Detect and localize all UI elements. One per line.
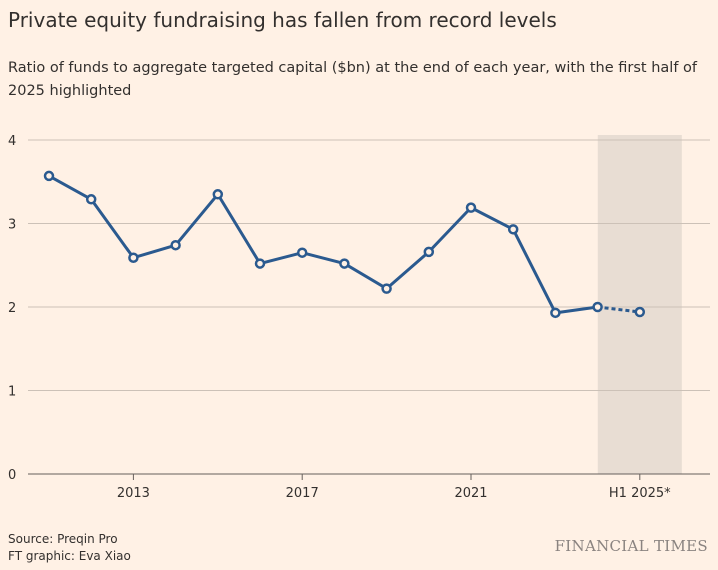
y-tick-label: 3 xyxy=(8,218,16,233)
data-point xyxy=(254,258,266,269)
x-tick-label: 2021 xyxy=(454,486,487,501)
data-point xyxy=(634,306,646,318)
series-line-dashed xyxy=(597,305,640,314)
data-point xyxy=(296,247,308,258)
chart-subtitle: Ratio of funds to aggregate targeted cap… xyxy=(8,60,698,99)
data-point xyxy=(170,239,181,251)
line-chart: 0 1 2 3 4 2013 2017 2021 H1 2025* xyxy=(8,134,710,501)
y-tick-label: 1 xyxy=(8,385,16,400)
chart-title: Private equity fundraising has fallen fr… xyxy=(8,8,557,32)
data-point xyxy=(550,307,561,319)
x-tick-label: 2017 xyxy=(286,486,319,501)
data-point xyxy=(507,224,519,235)
data-point xyxy=(212,189,224,200)
ft-logo: FINANCIAL TIMES xyxy=(554,537,708,555)
data-point xyxy=(592,301,603,313)
y-tick-label: 4 xyxy=(8,134,16,149)
y-tick-label: 0 xyxy=(8,468,16,483)
highlight-band xyxy=(597,135,682,474)
y-tick-label: 2 xyxy=(8,301,16,316)
series-line xyxy=(47,174,600,315)
chart-footer: Source: Preqin Pro FT graphic: Eva Xiao xyxy=(8,531,131,565)
data-point xyxy=(43,170,55,182)
data-point xyxy=(465,202,477,213)
data-point xyxy=(339,258,350,269)
x-tick-label: H1 2025* xyxy=(609,486,671,501)
x-tick-label: 2013 xyxy=(117,486,150,501)
data-point xyxy=(381,283,392,294)
credit-note: FT graphic: Eva Xiao xyxy=(8,549,131,563)
source-note: Source: Preqin Pro xyxy=(8,532,118,546)
data-point xyxy=(85,194,97,205)
data-point xyxy=(423,246,435,258)
data-point xyxy=(128,252,139,263)
